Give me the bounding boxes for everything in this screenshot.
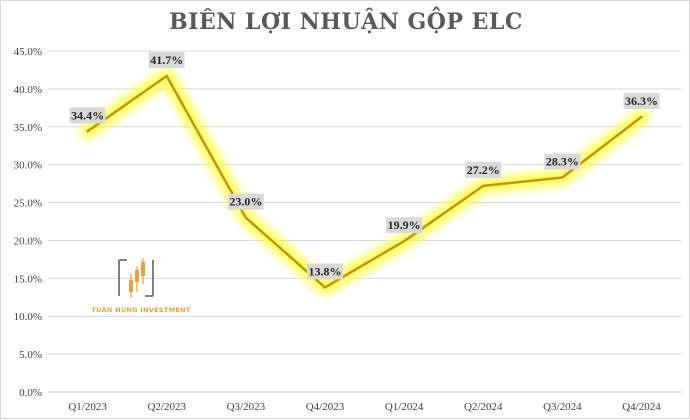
y-tick-label: 40.0% [14, 84, 42, 96]
y-tick-label: 25.0% [14, 198, 42, 210]
y-tick-label: 35.0% [14, 122, 42, 134]
series-line [86, 74, 643, 289]
data-label-text: 23.0% [229, 195, 262, 209]
data-label-box [148, 52, 185, 69]
data-label-box [227, 193, 264, 210]
x-tick-label: Q4/2023 [306, 401, 345, 413]
x-axis-ticks: Q1/2023 Q2/2023 Q3/2023 Q4/2023 Q1/2024 Q2/20… [68, 401, 661, 413]
x-tick-label: Q3/2024 [543, 401, 582, 413]
y-tick-label: 30.0% [14, 160, 42, 172]
x-tick-label: Q4/2024 [622, 401, 661, 413]
watermark-text: TUAN HUNG INVESTMENT [91, 306, 191, 314]
y-tick-label: 45.0% [14, 46, 42, 58]
data-label-box [69, 107, 106, 124]
x-tick-label: Q2/2023 [147, 401, 186, 413]
data-label: 36.3% [623, 92, 660, 109]
x-tick-label: Q2/2024 [464, 401, 503, 413]
x-tick-label: Q3/2023 [227, 401, 266, 413]
data-label-text: 34.4% [71, 108, 104, 122]
data-label-text: 41.7% [150, 53, 183, 67]
y-tick-label: 10.0% [14, 311, 42, 323]
y-tick-label: 5.0% [19, 349, 42, 361]
y-tick-label: 0.0% [19, 387, 42, 399]
y-axis-ticks: 0.0% 5.0% 10.0% 15.0% 20.0% 25.0% 30.0% 35.0% 40… [14, 46, 42, 399]
data-label-box [465, 161, 502, 178]
data-label: 28.3% [544, 153, 581, 170]
data-label-text: 36.3% [625, 94, 658, 108]
data-label-text: 13.8% [308, 264, 341, 278]
y-tick-label: 20.0% [14, 235, 42, 247]
data-label-box [544, 153, 581, 170]
data-label: 13.8% [306, 263, 343, 280]
data-label: 27.2% [465, 161, 502, 178]
y-tick-label: 15.0% [14, 273, 42, 285]
series-line-group [79, 68, 650, 296]
watermark-logo: TUAN HUNG INVESTMENT [91, 256, 191, 318]
data-label-box [623, 92, 660, 109]
data-labels: 34.4% 41.7% 23.0% 13.8% 19.9% 27.2% 28.3% 36.3% [69, 52, 660, 280]
data-label-text: 19.9% [388, 218, 421, 232]
chart-title: BIÊN LỢI NHUẬN GỘP ELC [169, 9, 523, 35]
data-label-box [306, 263, 343, 280]
x-tick-label: Q1/2023 [68, 401, 107, 413]
data-label: 34.4% [69, 107, 106, 124]
data-label: 41.7% [148, 52, 185, 69]
data-label: 19.9% [386, 217, 423, 234]
x-tick-label: Q1/2024 [385, 401, 424, 413]
data-label-text: 28.3% [546, 155, 579, 169]
candlestick-logo-icon [118, 258, 154, 298]
data-label-text: 27.2% [467, 163, 500, 177]
data-label-box [386, 217, 423, 234]
data-label: 23.0% [227, 193, 264, 210]
